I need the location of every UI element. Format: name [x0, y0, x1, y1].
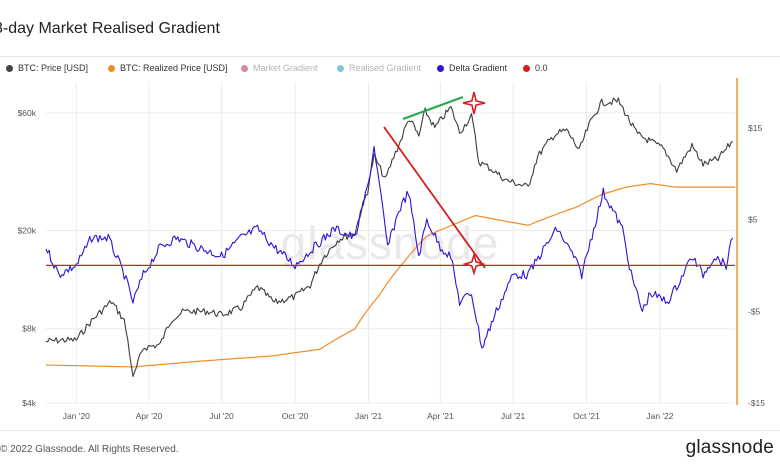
- copyright-text: © 2022 Glassnode. All Rights Reserved.: [0, 444, 179, 455]
- legend-item-realized-price[interactable]: BTC: Realized Price [USD]: [108, 63, 228, 73]
- x-tick-label: Oct '20: [282, 411, 309, 421]
- legend-label: BTC: Realized Price [USD]: [120, 63, 228, 73]
- legend-label: BTC: Price [USD]: [18, 63, 89, 73]
- chart-annotations: [383, 91, 486, 276]
- x-tick-label: Jan '22: [646, 411, 673, 421]
- legend-label: Realised Gradient: [349, 63, 422, 73]
- legend-dot-realised-gradient: [337, 64, 344, 72]
- legend-dot-realized-price: [108, 64, 115, 72]
- x-tick-label: Jan '20: [63, 411, 90, 421]
- series-line-btc-realized-price-usd: [45, 183, 735, 368]
- y-left-tick-label: $60k: [18, 108, 37, 118]
- y-right-tick-label: $5: [748, 215, 758, 225]
- y-left-tick-label: $4k: [22, 398, 36, 408]
- chart-marks: [45, 97, 735, 378]
- annotation-star-bottom: [462, 252, 486, 276]
- legend-item-delta-gradient[interactable]: Delta Gradient: [437, 63, 507, 73]
- brand-logo: glassnode: [685, 437, 774, 458]
- annotation-green-trendline: [402, 95, 464, 121]
- legend-item-market-gradient[interactable]: Market Gradient: [241, 63, 318, 73]
- y-left-tick-label: $8k: [22, 324, 36, 334]
- title-divider: [0, 56, 780, 57]
- legend-dot-market-gradient: [241, 64, 248, 72]
- y-right-tick-label: -$5: [748, 306, 761, 316]
- legend-item-zero[interactable]: 0.0: [523, 63, 548, 73]
- chart-axes: $4k $8k $20k $60k Jan '20 Apr '20 Jul '20 Oct '…: [18, 78, 765, 421]
- x-tick-label: Apr '20: [136, 411, 163, 421]
- legend-dot-price: [6, 64, 13, 72]
- legend-label: Market Gradient: [253, 63, 318, 73]
- legend-label: Delta Gradient: [449, 63, 508, 73]
- legend-item-realised-gradient[interactable]: Realised Gradient: [337, 63, 421, 73]
- series-line-delta-gradient: [45, 145, 734, 349]
- series-line-btc-price-usd: [45, 97, 733, 378]
- x-tick-label: Oct '21: [573, 411, 600, 421]
- x-tick-label: Jul '20: [209, 411, 234, 421]
- page-title: 8-day Market Realised Gradient: [0, 20, 220, 37]
- annotation-red-trendline: [383, 126, 486, 269]
- y-right-tick-label: -$15: [748, 398, 765, 408]
- legend-item-price[interactable]: BTC: Price [USD]: [6, 63, 88, 73]
- x-tick-label: Jan '21: [355, 411, 382, 421]
- x-tick-label: Apr '21: [427, 411, 454, 421]
- footer-divider: [0, 430, 780, 431]
- x-tick-label: Jul '21: [501, 411, 526, 421]
- chart-grid: [46, 82, 735, 404]
- y-left-tick-label: $20k: [18, 226, 37, 236]
- legend-label: 0.0: [535, 63, 548, 73]
- y-right-tick-label: $15: [748, 123, 762, 133]
- legend-dot-zero: [523, 64, 530, 72]
- legend-dot-delta-gradient: [437, 64, 444, 72]
- annotation-star-top: [462, 91, 486, 115]
